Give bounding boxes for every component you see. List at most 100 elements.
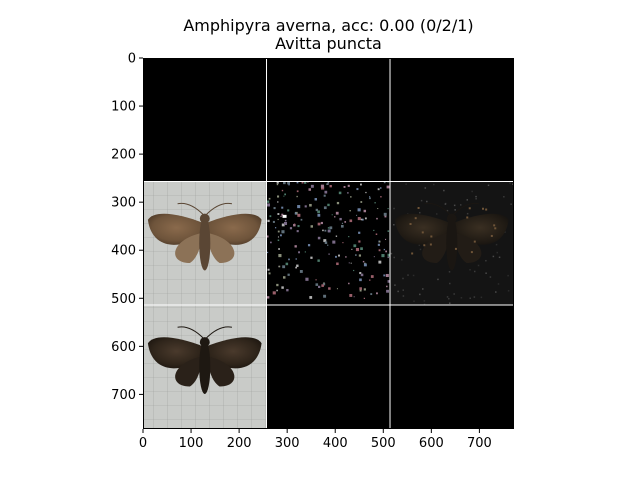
noise-pixel (305, 277, 309, 281)
noise-pixel (323, 194, 326, 197)
noise-pixel (376, 292, 378, 295)
highlight-speck (454, 247, 457, 250)
noise-pixel (374, 202, 376, 204)
speckle (480, 296, 483, 299)
speckle (497, 283, 500, 285)
noise-pixel (317, 210, 320, 214)
speckle (444, 203, 447, 205)
right-hindwing (207, 356, 235, 387)
noise-pixel (310, 225, 313, 228)
noise-pixel (384, 215, 387, 218)
speckle (407, 274, 409, 276)
noise-pixel (355, 254, 357, 256)
noise-pixel (277, 213, 280, 215)
noise-pixel (310, 256, 313, 259)
noise-pixel (272, 291, 276, 295)
noise-pixel (269, 215, 272, 218)
grid-tile-2-1 (266, 305, 391, 429)
speckle (475, 195, 477, 198)
noise-pixel (322, 283, 326, 286)
noise-pixel (284, 193, 286, 196)
noise-pixel (283, 195, 285, 197)
speckle (443, 189, 445, 192)
speckle (419, 248, 422, 251)
noise-pixel (365, 191, 367, 194)
noise-pixel (375, 233, 378, 235)
noise-pixel (324, 241, 328, 244)
highlight-speck (470, 251, 473, 254)
speckle (485, 272, 487, 274)
noise-pixel (272, 220, 275, 223)
noise-pixel (317, 222, 321, 226)
grid-tile-0-1 (266, 58, 391, 182)
noise-pixel (296, 230, 299, 233)
noise-pixel (335, 211, 339, 215)
noise-pixel (332, 240, 336, 244)
noise-pixel (276, 183, 279, 186)
noise-pixel (276, 283, 279, 287)
noise-pixel (356, 188, 359, 191)
noise-pixel (295, 266, 297, 269)
noise-pixel (328, 287, 331, 290)
grid-tile-0-2 (390, 58, 514, 182)
speckle (449, 302, 451, 304)
noise-pixel (266, 235, 269, 238)
noise-pixel (358, 231, 361, 234)
speckle (466, 212, 469, 215)
noise-pixel (383, 248, 386, 251)
y-tick-label: 300 (111, 196, 136, 211)
highlight-speck (429, 243, 432, 246)
speckle (435, 213, 438, 215)
speckle (460, 297, 463, 299)
noise-pixel (385, 273, 389, 278)
speckle (487, 184, 490, 187)
noise-pixel (324, 190, 328, 194)
speckle (507, 290, 510, 292)
x-tick-label: 400 (323, 436, 348, 451)
noise-pixel (270, 241, 272, 244)
noise-pixel (387, 208, 389, 210)
noise-pixel (347, 184, 350, 187)
moth-head (199, 213, 210, 224)
highlight-speck (411, 252, 414, 255)
noise-pixel (351, 248, 353, 250)
noise-pixel (377, 207, 379, 210)
left-hindwing (175, 356, 203, 387)
noise-pixel (278, 253, 282, 258)
noise-pixel (266, 251, 269, 254)
noise-pixel (338, 254, 340, 257)
speckle (393, 207, 395, 210)
noise-pixel (323, 239, 327, 243)
speckle (426, 200, 428, 203)
noise-pixel (280, 215, 282, 218)
left-antenna (424, 202, 451, 216)
noise-pixel (287, 181, 291, 185)
noise-pixel (343, 185, 346, 188)
y-tick-label: 0 (128, 52, 136, 67)
speckle (393, 256, 395, 259)
noise-pixel (295, 258, 297, 260)
speckle (422, 288, 424, 290)
bright-pixel (282, 214, 287, 218)
noise-pixel (359, 278, 362, 282)
noise-pixel (376, 217, 378, 220)
speckle (492, 255, 495, 258)
highlight-speck (421, 231, 424, 234)
noise-pixel (288, 184, 290, 186)
noise-pixel (360, 201, 363, 203)
speckle (512, 183, 514, 185)
noise-pixel (277, 201, 279, 203)
y-tick-label: 600 (111, 340, 136, 355)
noise-pixel (350, 262, 352, 264)
noise-pixel (320, 221, 323, 225)
noise-pixel (279, 234, 282, 237)
speckle (477, 264, 480, 267)
noise-pixel (297, 205, 301, 209)
noise-pixel (350, 196, 352, 198)
noise-pixel (320, 184, 325, 188)
noise-pixel (363, 297, 366, 300)
noise-pixel (324, 229, 327, 232)
speckle (402, 289, 405, 291)
right-antenna (205, 326, 233, 339)
noise-pixel (380, 187, 382, 189)
